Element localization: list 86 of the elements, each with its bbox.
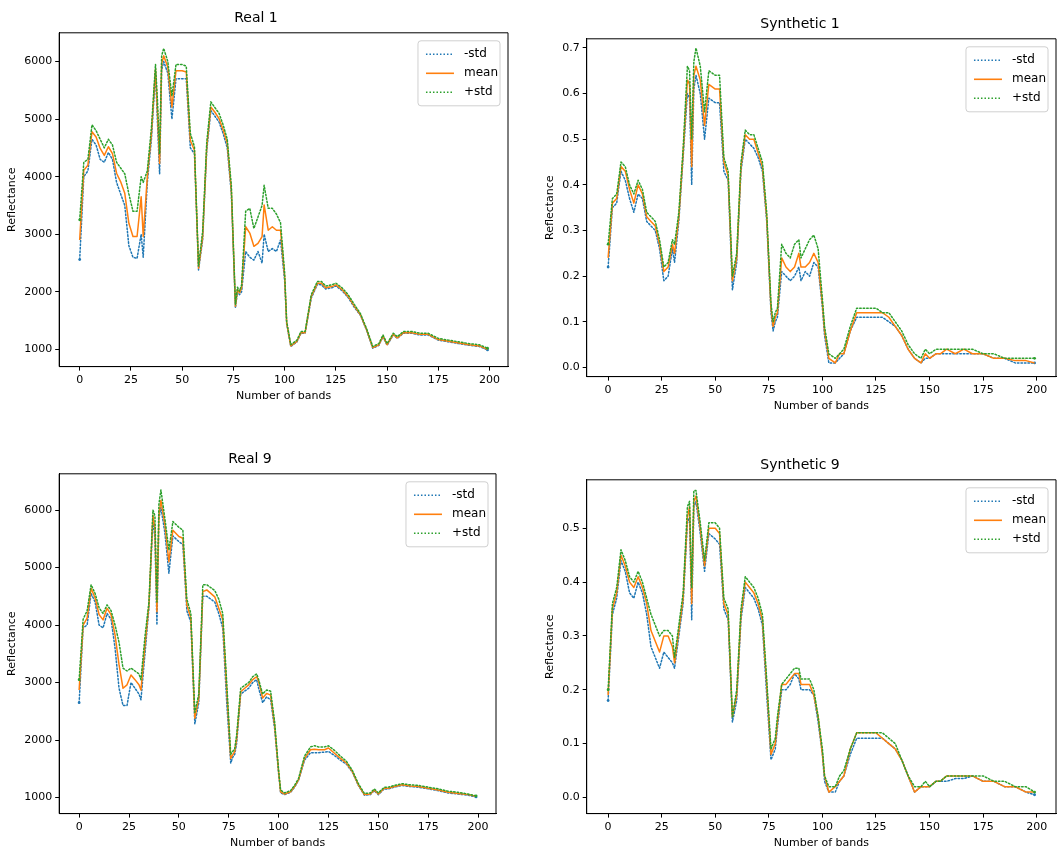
x-tick-label: 175 (972, 383, 994, 397)
y-axis-title: Reflectance (5, 167, 19, 232)
x-axis-title: Number of bands (236, 389, 332, 403)
y-tick-label: 0.5 (562, 132, 580, 146)
y-tick-label: 0.2 (562, 682, 580, 696)
x-tick-label: 0 (604, 820, 612, 834)
y-axis-title: Reflectance (543, 175, 557, 240)
x-tick-label: 125 (325, 373, 347, 387)
y-tick-label: 0.0 (562, 790, 580, 804)
legend-label: +std (1011, 531, 1041, 546)
legend-label: -std (451, 487, 475, 502)
y-tick-label: 2000 (24, 732, 53, 746)
legend-label: +std (1011, 90, 1041, 105)
legend-label: -std (1011, 493, 1035, 508)
x-tick-label: 125 (865, 820, 887, 834)
legend-label: mean (1011, 71, 1046, 86)
x-tick-label: 0 (604, 383, 612, 397)
x-tick-label: 125 (317, 820, 339, 834)
y-tick-label: 0.4 (562, 574, 580, 588)
x-tick-label: 175 (972, 820, 994, 834)
y-axis-title: Reflectance (5, 611, 19, 676)
x-tick-label: 100 (811, 820, 833, 834)
x-axis-title: Number of bands (230, 836, 326, 850)
x-tick-label: 200 (1026, 383, 1048, 397)
y-tick-label: 0.2 (562, 269, 580, 283)
x-tick-label: 175 (427, 373, 449, 387)
y-tick-label: 5000 (24, 111, 53, 125)
y-tick-label: 3000 (24, 675, 53, 689)
y-tick-label: 2000 (24, 284, 53, 298)
x-tick-label: 50 (171, 820, 186, 834)
x-tick-label: 125 (865, 383, 887, 397)
x-tick-label: 0 (76, 373, 84, 387)
y-tick-label: 0.4 (562, 177, 580, 191)
x-tick-label: 25 (654, 383, 669, 397)
legend-label: mean (1011, 512, 1046, 527)
legend-label: +std (463, 84, 493, 99)
y-tick-label: 3000 (24, 227, 53, 241)
y-tick-label: 0.3 (562, 628, 580, 642)
chart-title: Synthetic 1 (760, 15, 840, 32)
x-tick-label: 50 (708, 820, 723, 834)
y-tick-label: 4000 (24, 617, 53, 631)
x-tick-label: 100 (268, 820, 290, 834)
x-tick-label: 25 (123, 373, 138, 387)
x-tick-label: 200 (467, 820, 489, 834)
x-tick-label: 25 (654, 820, 669, 834)
x-tick-label: 75 (761, 383, 776, 397)
x-tick-label: 175 (417, 820, 439, 834)
x-tick-label: 200 (1026, 820, 1048, 834)
x-tick-label: 0 (75, 820, 83, 834)
chart-title: Real 1 (234, 9, 278, 26)
x-tick-label: 150 (376, 373, 398, 387)
x-tick-label: 100 (811, 383, 833, 397)
x-tick-label: 75 (761, 820, 776, 834)
y-tick-label: 5000 (24, 560, 53, 574)
x-axis-title: Number of bands (773, 399, 870, 413)
x-tick-label: 150 (367, 820, 389, 834)
y-axis-title: Reflectance (543, 614, 557, 679)
x-tick-label: 150 (919, 383, 941, 397)
chart-title: Real 9 (228, 450, 272, 467)
x-tick-label: 200 (479, 373, 501, 387)
x-tick-label: 50 (175, 373, 190, 387)
x-tick-label: 75 (226, 373, 241, 387)
x-tick-label: 150 (919, 820, 941, 834)
x-tick-label: 50 (708, 383, 723, 397)
legend-label: mean (451, 506, 486, 521)
chart-title: Synthetic 9 (760, 456, 840, 473)
x-axis-title: Number of bands (773, 836, 870, 850)
legend-label: +std (451, 525, 481, 540)
y-tick-label: 1000 (24, 342, 53, 356)
y-tick-label: 6000 (24, 502, 53, 516)
y-tick-label: 4000 (24, 169, 53, 183)
y-tick-label: 0.5 (562, 521, 580, 535)
y-tick-label: 0.1 (562, 736, 580, 750)
y-tick-label: 0.6 (562, 86, 580, 100)
x-tick-label: 100 (274, 373, 296, 387)
legend-label: mean (463, 65, 498, 80)
legend-label: -std (1011, 52, 1035, 67)
y-tick-label: 1000 (24, 790, 53, 804)
y-tick-label: 0.1 (562, 314, 580, 328)
legend-label: -std (463, 46, 487, 61)
y-tick-label: 0.3 (562, 223, 580, 237)
y-tick-label: 0.7 (562, 40, 580, 54)
y-tick-label: 0.0 (562, 360, 580, 374)
x-tick-label: 75 (221, 820, 236, 834)
x-tick-label: 25 (122, 820, 136, 834)
y-tick-label: 6000 (24, 54, 53, 68)
